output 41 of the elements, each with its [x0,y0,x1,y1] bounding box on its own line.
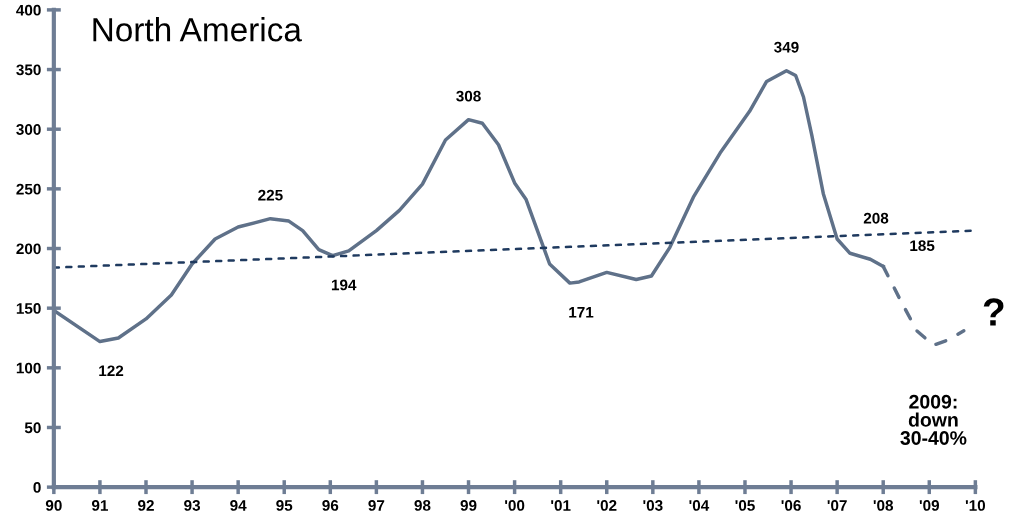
annotation: 349 [774,41,799,53]
y-tick-label: 400 [16,4,41,16]
annotation: 208 [863,212,889,224]
x-tick-label: '05 [735,500,755,511]
y-tick-label: 150 [16,303,41,314]
chart-title: North America [93,17,302,42]
annotation: 171 [569,307,594,318]
x-tick-label: '00 [505,500,525,511]
x-tick-label: '06 [781,500,801,511]
x-tick-label: '03 [643,500,663,511]
x-tick-label: '04 [689,500,710,511]
y-tick-label: 200 [16,243,41,255]
x-tick-label: '01 [551,500,571,511]
annotation: 185 [910,240,935,252]
x-tick-label: 97 [368,500,385,511]
annotation: 225 [258,189,283,201]
x-tick-label: '07 [827,500,847,511]
annotation: 122 [99,365,124,377]
annotation: 2009: down 30-40% [900,394,967,445]
y-tick-label: 0 [33,482,41,493]
x-tick-label: 91 [91,500,108,511]
annotation: 194 [331,279,357,291]
y-tick-label: 300 [16,124,41,135]
x-tick-label: '08 [873,500,894,511]
y-tick-label: 50 [24,422,41,434]
annotation: 308 [456,90,481,102]
x-tick-label: '02 [597,500,617,511]
x-tick-label: 92 [138,500,154,511]
x-tick-label: 98 [414,500,431,511]
x-tick-label: 94 [230,500,247,511]
x-tick-label: '10 [965,500,986,511]
x-tick-label: 96 [322,500,339,511]
x-tick-label: 99 [460,500,477,511]
x-tick-label: '09 [919,500,940,511]
x-tick-label: 95 [276,500,293,511]
y-tick-label: 350 [16,64,41,76]
y-tick-label: 250 [16,183,41,195]
x-tick-label: 90 [45,500,62,511]
y-tick-label: 100 [16,362,41,374]
text: ? [983,298,1004,326]
x-tick-label: 93 [184,500,201,511]
